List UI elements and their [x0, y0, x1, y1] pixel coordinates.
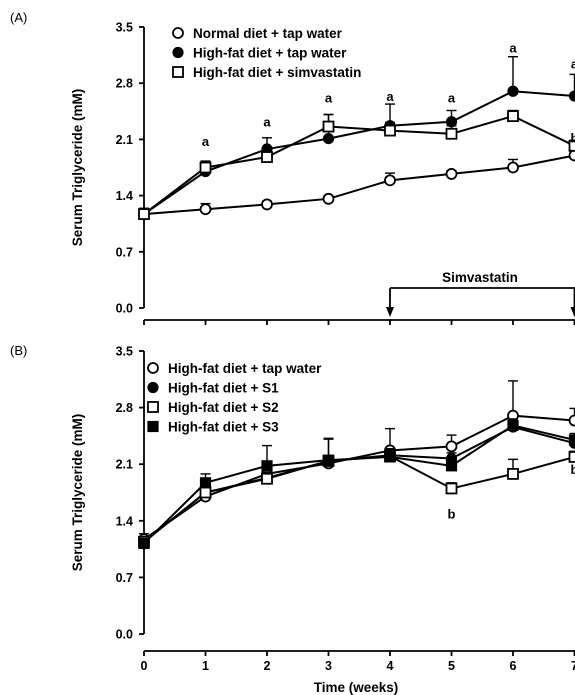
data-point — [384, 451, 396, 463]
data-point — [199, 477, 212, 489]
x-axis-title: Time (weeks) — [314, 680, 399, 695]
series-line — [143, 154, 575, 216]
y-tick-label: 0.7 — [116, 571, 133, 585]
y-axis-title: Serum Triglyceride (mM) — [70, 414, 85, 572]
x-tick-label: 0 — [141, 659, 148, 673]
annotation-label: a — [263, 115, 271, 130]
annotation-label: a — [325, 90, 333, 105]
legend-marker — [172, 46, 184, 59]
data-point — [507, 161, 519, 174]
series-line — [143, 115, 575, 215]
data-point — [568, 149, 575, 162]
series-4 — [138, 418, 575, 550]
arrowhead-icon — [386, 307, 394, 317]
data-point — [384, 124, 396, 137]
panel-b: (B) 0.0 0.7 1.4 2.1 2.8 3.5 Serum Triglyceride … — [10, 343, 575, 695]
data-point — [261, 460, 273, 472]
legend-label: High-fat diet + S3 — [168, 420, 279, 435]
legend-marker — [172, 66, 184, 78]
series-3 — [138, 448, 575, 548]
data-point — [322, 192, 335, 205]
legend-marker — [147, 420, 159, 433]
panel-label: (B) — [10, 343, 27, 358]
legend-label: Normal diet + tap water — [193, 26, 343, 41]
data-point — [568, 414, 575, 427]
legend-label: High-fat diet + tap water — [168, 361, 322, 376]
y-tick-label: 0.0 — [116, 302, 133, 316]
x-tick-label: 3 — [325, 659, 332, 673]
data-point — [445, 127, 458, 140]
legend: High-fat diet + tap water High-fat diet +… — [147, 361, 322, 435]
data-point — [199, 161, 212, 174]
legend-label: High-fat diet + simvastatin — [193, 65, 361, 80]
annotation-label: a — [202, 134, 210, 149]
data-point — [568, 434, 575, 446]
data-point — [199, 486, 212, 499]
data-point — [445, 168, 458, 180]
legend-marker — [147, 381, 159, 394]
y-tick-label: 1.4 — [116, 189, 133, 203]
y-tick-label: 0.7 — [116, 245, 133, 259]
panel-a: (A) 0.0 0.7 1.4 2.1 2.8 3.5 Serum Triglyceride … — [10, 10, 575, 325]
y-tick-label: 3.5 — [116, 21, 133, 35]
annotation-label: a — [448, 90, 456, 105]
legend-label: High-fat diet + S2 — [168, 400, 279, 415]
data-point — [261, 472, 273, 485]
annotation-label: b — [448, 506, 456, 521]
series-1 — [138, 148, 575, 220]
legend-marker — [172, 27, 184, 39]
y-tick-label: 2.8 — [116, 401, 133, 415]
data-point — [507, 468, 519, 480]
data-point — [445, 460, 458, 472]
series-line — [143, 90, 575, 215]
legend-marker — [147, 362, 159, 374]
data-point — [445, 440, 458, 453]
annotation-label: a — [509, 41, 517, 56]
series-line — [143, 414, 575, 541]
x-tick-label: 5 — [448, 659, 455, 673]
data-point — [322, 132, 335, 145]
series-3 — [138, 109, 575, 220]
x-tick-label: 4 — [387, 659, 394, 673]
x-tick-label: 7 — [571, 659, 575, 673]
data-point — [261, 198, 273, 211]
annotation-label: a — [386, 89, 394, 104]
data-point — [138, 208, 150, 220]
panel-label: (A) — [10, 10, 27, 25]
y-tick-label: 2.1 — [116, 458, 133, 472]
y-tick-label: 0.0 — [116, 628, 133, 642]
data-point — [322, 120, 335, 133]
legend-marker — [147, 401, 159, 413]
arrowhead-icon — [570, 307, 575, 317]
data-point — [261, 151, 273, 163]
data-point — [322, 454, 335, 466]
y-tick-label: 2.8 — [116, 77, 133, 91]
x-tick-label: 2 — [264, 659, 271, 673]
treatment-label: Simvastatin — [442, 270, 518, 285]
data-point — [507, 85, 519, 97]
annotation-label: a — [571, 57, 575, 72]
series-line — [143, 424, 575, 545]
data-point — [384, 174, 396, 187]
y-axis-title: Serum Triglyceride (mM) — [70, 89, 85, 247]
data-point — [138, 537, 150, 550]
annotation-label: b — [571, 131, 575, 146]
data-point — [507, 419, 519, 431]
x-tick-label: 1 — [202, 659, 209, 673]
annotation-label: b — [571, 462, 575, 477]
data-point — [445, 482, 458, 495]
data-point — [568, 90, 575, 102]
legend-label: High-fat diet + S1 — [168, 381, 279, 396]
y-tick-label: 1.4 — [116, 514, 133, 528]
legend-label: High-fat diet + tap water — [193, 46, 347, 61]
y-tick-label: 2.1 — [116, 133, 133, 147]
data-point — [568, 451, 575, 463]
data-point — [199, 203, 212, 216]
legend: Normal diet + tap water High-fat diet + t… — [172, 26, 361, 80]
x-tick-label: 6 — [510, 659, 517, 673]
y-tick-label: 3.5 — [116, 345, 133, 359]
data-point — [507, 110, 519, 123]
